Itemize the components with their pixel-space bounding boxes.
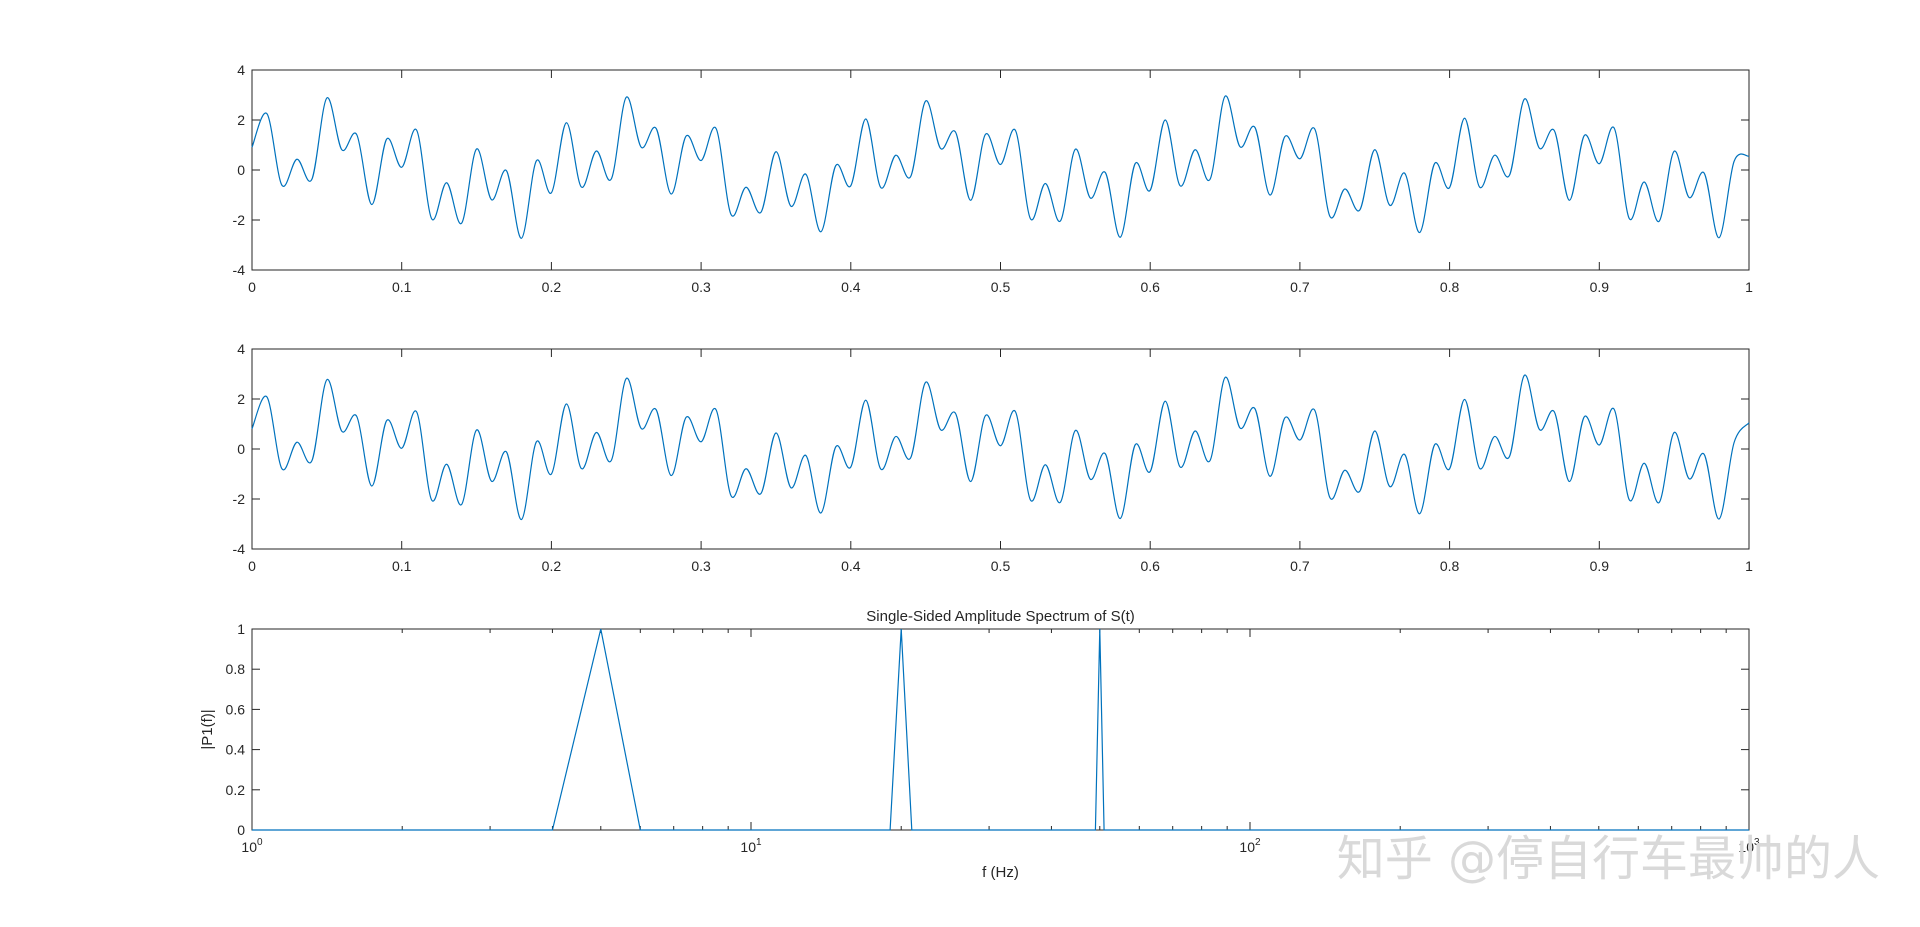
tick-marks [251, 348, 1750, 550]
plot-box [251, 69, 1750, 271]
x-tick-label: 103 [1738, 837, 1760, 855]
x-tick-label: 0.4 [841, 558, 861, 574]
chart-title: Single-Sided Amplitude Spectrum of S(t) [866, 608, 1134, 625]
y-tick-label: 0 [237, 162, 245, 178]
x-tick-label: 0.6 [1140, 558, 1160, 574]
series-line [252, 628, 1749, 831]
y-tick-label: 2 [237, 112, 245, 128]
x-tick-label: 0.4 [841, 279, 861, 295]
x-tick-label: 0.7 [1290, 558, 1310, 574]
series-line [251, 95, 1750, 239]
y-tick-label: 0 [237, 441, 245, 457]
y-tick-label: 4 [237, 341, 245, 357]
x-tick-label: 0 [248, 558, 256, 574]
time-signal-panel-2: 0 0.1 0.2 0.3 0.4 0.5 0.6 0.7 0.8 0.9 1 -4 -2 0 2 4 [233, 341, 1754, 574]
plot-box [251, 628, 1750, 831]
y-tick-label: 0 [237, 822, 245, 838]
x-tick-label: 1 [1745, 558, 1753, 574]
x-tick-label: 100 [241, 837, 263, 855]
x-axis-label: f (Hz) [982, 864, 1019, 881]
tick-marks [251, 69, 1750, 271]
y-tick-label: -2 [233, 491, 246, 507]
x-tick-label: 0.8 [1440, 558, 1460, 574]
x-tick-label: 0.5 [991, 279, 1011, 295]
x-tick-label: 0.3 [691, 558, 711, 574]
watermark-text: 知乎 @停自行车最帅的人 [1337, 831, 1880, 887]
x-tick-label: 0.7 [1290, 279, 1310, 295]
x-tick-label: 0.6 [1140, 279, 1160, 295]
tick-labels: 0 0.1 0.2 0.3 0.4 0.5 0.6 0.7 0.8 0.9 1 -4 -2 0 2 4 [233, 341, 1754, 574]
y-tick-label: -4 [233, 541, 246, 557]
x-tick-label: 0.2 [542, 558, 562, 574]
y-tick-label: 0.8 [226, 661, 246, 677]
y-tick-label: 0.6 [226, 701, 246, 717]
plot-box [251, 348, 1750, 550]
tick-labels: 0 0.1 0.2 0.3 0.4 0.5 0.6 0.7 0.8 0.9 1 -4 -2 0 2 4 [233, 62, 1754, 295]
y-tick-label: -2 [233, 212, 246, 228]
x-tick-label: 0.1 [392, 279, 412, 295]
y-tick-label: 4 [237, 62, 245, 78]
series-line [251, 374, 1750, 521]
x-tick-label: 0.1 [392, 558, 412, 574]
x-tick-label: 0 [248, 279, 256, 295]
x-tick-label: 0.3 [691, 279, 711, 295]
x-tick-label: 0.9 [1590, 558, 1610, 574]
y-tick-label: 1 [237, 621, 245, 637]
spectrum-panel: 100 101 102 103 0 0.2 0.4 0.6 0.8 1 Single-Sided … [199, 608, 1760, 881]
time-signal-panel-1: 0 0.1 0.2 0.3 0.4 0.5 0.6 0.7 0.8 0.9 1 -4 -2 0 2 4 [233, 62, 1754, 295]
x-tick-label: 102 [1239, 837, 1261, 855]
x-tick-label: 101 [740, 837, 762, 855]
y-tick-label: 0.4 [226, 742, 246, 758]
tick-labels: 100 101 102 103 0 0.2 0.4 0.6 0.8 1 [226, 621, 1760, 855]
x-tick-label: 0.2 [542, 279, 562, 295]
y-axis-label: |P1(f)| [199, 709, 216, 749]
x-tick-label: 0.8 [1440, 279, 1460, 295]
x-tick-label: 0.5 [991, 558, 1011, 574]
x-tick-label: 1 [1745, 279, 1753, 295]
x-tick-label: 0.9 [1590, 279, 1610, 295]
y-tick-label: 2 [237, 391, 245, 407]
y-tick-label: -4 [233, 262, 246, 278]
y-tick-label: 0.2 [226, 782, 246, 798]
